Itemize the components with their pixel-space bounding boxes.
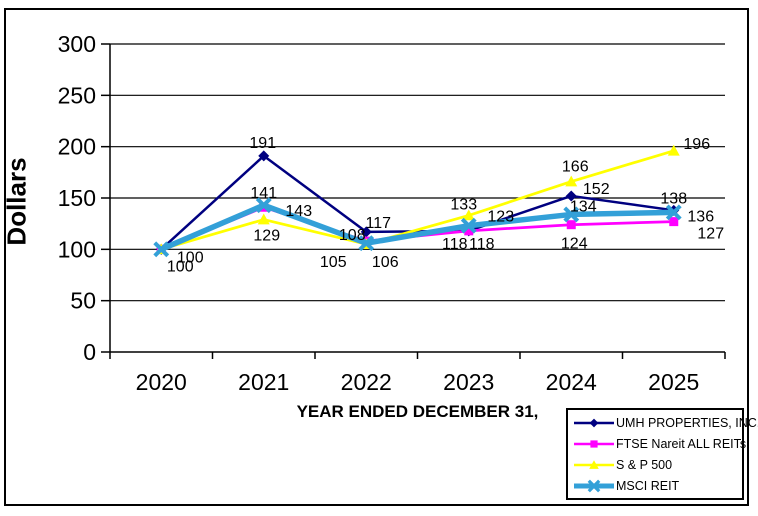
data-point-label: 118 [442, 236, 468, 253]
y-axis-tick-label: 150 [58, 185, 96, 211]
y-axis-tick-label: 300 [58, 31, 96, 57]
legend-item-umh: UMH PROPERTIES, INC. [568, 413, 758, 433]
data-point-marker [667, 144, 680, 156]
data-point-label: 106 [372, 254, 399, 271]
legend-marker-triangle-icon [574, 459, 614, 469]
data-point-label: 118 [469, 236, 495, 253]
data-point-marker [587, 479, 601, 492]
data-point-marker [565, 175, 578, 187]
data-point-label: 134 [570, 198, 597, 215]
data-point-marker [258, 150, 270, 162]
legend-label: UMH PROPERTIES, INC. [616, 415, 758, 430]
x-axis-tick-label: 2020 [136, 369, 187, 395]
data-point-label: 191 [249, 135, 276, 152]
data-point-label: 105 [320, 254, 347, 271]
legend-label: MSCI REIT [616, 478, 680, 493]
legend-label: FTSE Nareit ALL REITs [616, 436, 747, 451]
data-point-label: 138 [660, 190, 687, 207]
y-axis-tick-label: 50 [70, 288, 96, 314]
x-axis-tick-label: 2024 [546, 369, 597, 395]
y-axis-tick-label: 200 [58, 134, 96, 160]
data-point-marker [589, 459, 599, 469]
chart-outer-border [4, 8, 749, 506]
data-point-marker [563, 206, 580, 223]
data-point-marker [565, 190, 577, 202]
legend-marker-square-icon [574, 439, 614, 448]
data-point-label: 124 [561, 236, 588, 253]
data-point-label: 100 [167, 258, 194, 275]
chart-legend: UMH PROPERTIES, INC. FTSE Nareit ALL REI… [566, 408, 758, 500]
series-line [160, 154, 674, 251]
data-point-label: 166 [562, 159, 589, 176]
data-point-marker [460, 217, 477, 234]
data-point-label: 123 [487, 209, 514, 226]
data-point-marker [153, 241, 170, 258]
legend-marker-diamond-icon [574, 418, 614, 427]
data-point-label: 117 [365, 215, 391, 232]
data-point-label: 141 [250, 185, 277, 202]
data-point-marker [464, 226, 474, 236]
data-point-marker [665, 204, 682, 221]
legend-item-ftse: FTSE Nareit ALL REITs [568, 434, 746, 454]
data-point-label: 129 [253, 228, 280, 245]
x-axis-tick-label: 2025 [648, 369, 699, 395]
series-line [160, 202, 674, 252]
y-axis-title: Dollars [1, 157, 32, 246]
data-point-label: 196 [683, 136, 710, 153]
data-point-label: 152 [583, 181, 610, 198]
data-point-marker [257, 213, 270, 225]
legend-marker-x-icon [574, 479, 614, 492]
data-point-label: 136 [687, 208, 714, 225]
data-point-label: 143 [285, 203, 312, 220]
data-point-marker [358, 235, 375, 252]
x-axis-tick-label: 2021 [238, 369, 289, 395]
data-point-label: 133 [450, 196, 477, 213]
data-point-marker [566, 220, 576, 230]
y-axis-tick-label: 0 [83, 339, 96, 365]
y-axis-tick-label: 250 [58, 82, 96, 108]
series-line [160, 149, 675, 251]
legend-item-sp500: S & P 500 [568, 455, 742, 475]
legend-item-msci: MSCI REIT [568, 476, 742, 496]
data-point-marker [360, 226, 372, 238]
data-point-marker [669, 217, 679, 227]
x-axis-tick-label: 2023 [443, 369, 494, 395]
x-axis-tick-label: 2022 [341, 369, 392, 395]
y-axis-tick-label: 100 [58, 236, 96, 262]
data-point-label: 127 [697, 226, 724, 243]
data-point-marker [589, 418, 599, 427]
data-point-label: 108 [339, 227, 366, 244]
data-point-marker [590, 439, 598, 448]
x-axis-title: YEAR ENDED DECEMBER 31, [296, 402, 539, 421]
data-point-label: 100 [177, 249, 204, 266]
legend-label: S & P 500 [616, 457, 673, 472]
data-point-marker [255, 197, 272, 214]
data-point-marker [462, 209, 475, 221]
